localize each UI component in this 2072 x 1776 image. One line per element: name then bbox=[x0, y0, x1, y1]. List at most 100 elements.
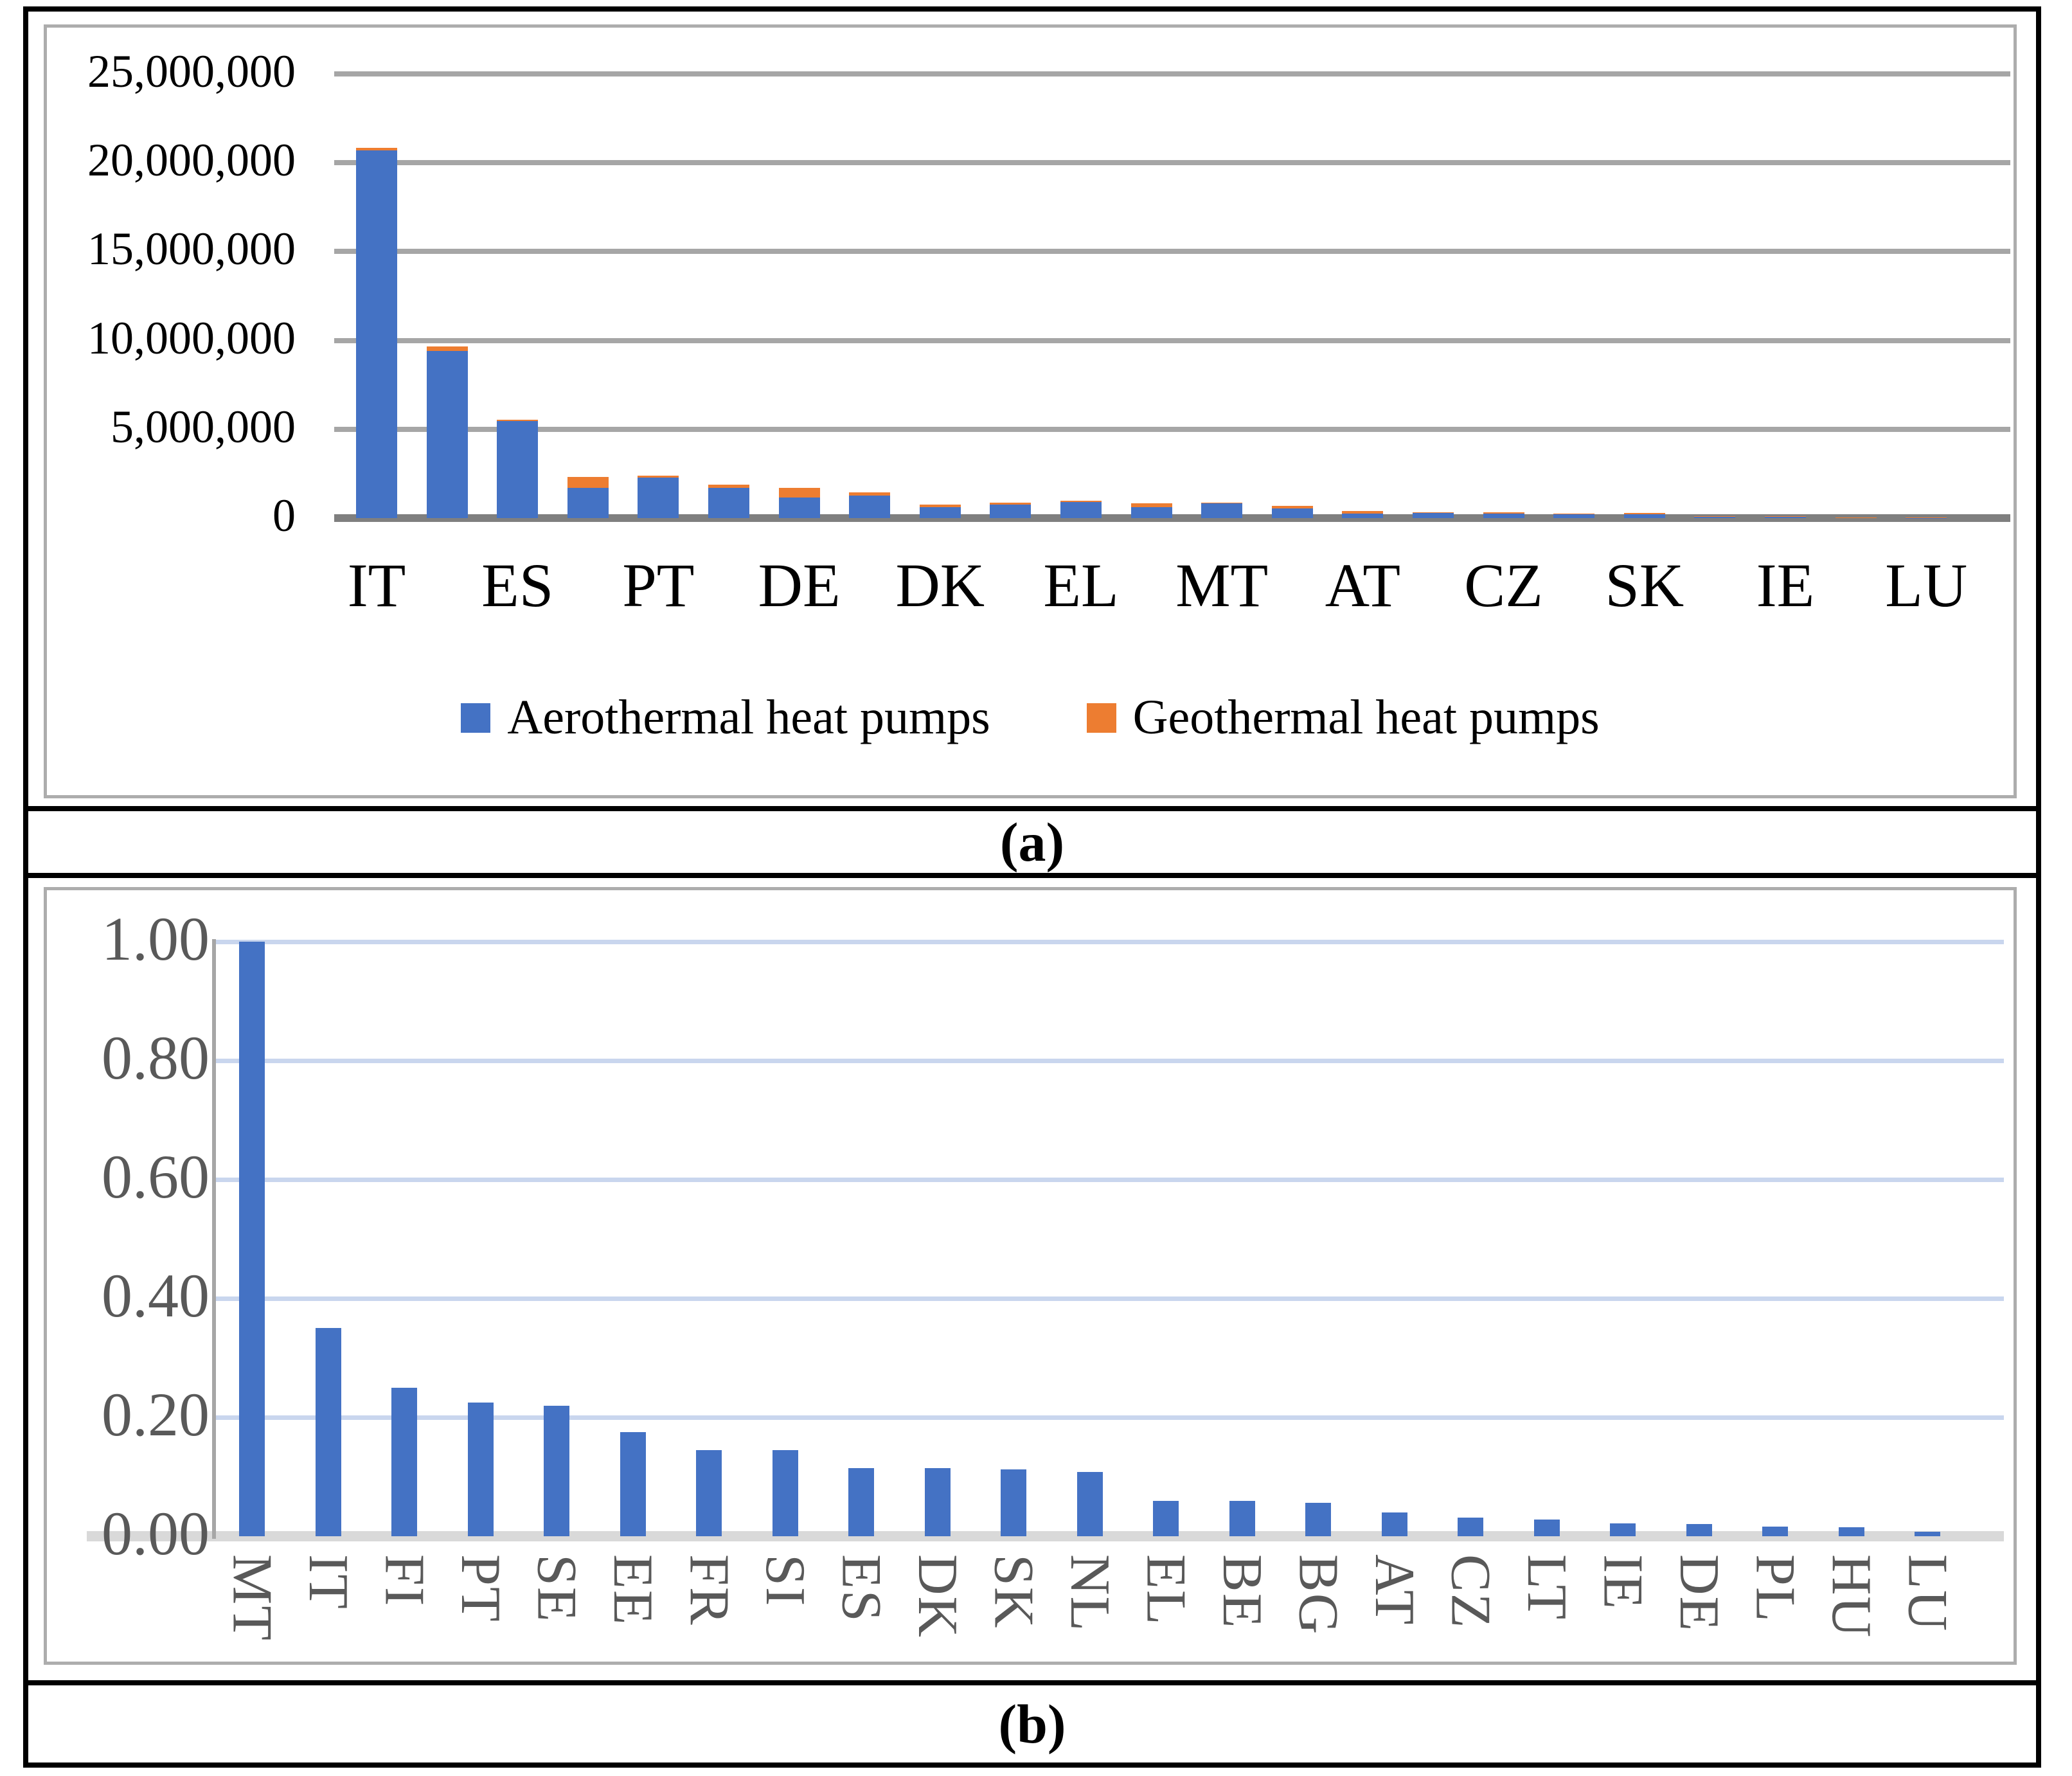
y-tick-label: 15,000,000 bbox=[87, 223, 296, 275]
x-category-label-text: SE bbox=[525, 1554, 588, 1623]
bar bbox=[1153, 1500, 1179, 1536]
bar bbox=[696, 1449, 722, 1536]
x-category-label-text: MT bbox=[220, 1554, 283, 1642]
x-category-label: FI bbox=[366, 1554, 443, 1607]
x-category-label-text: ES bbox=[830, 1554, 893, 1623]
x-category-label-text: DK bbox=[906, 1554, 969, 1639]
x-category-label: DK bbox=[899, 1554, 976, 1638]
y-tick-label: 5,000,000 bbox=[111, 400, 296, 453]
caption-row-b: (b) bbox=[28, 1680, 2036, 1763]
gridline bbox=[334, 71, 2010, 76]
chart-a-legend: Aerothermal heat pumps Geothermal heat p… bbox=[47, 690, 2014, 746]
x-category-label: AT bbox=[1325, 551, 1401, 620]
y-tick-label: 1.00 bbox=[102, 904, 210, 974]
x-category-label: IT bbox=[347, 551, 406, 620]
gridline bbox=[212, 1296, 2004, 1301]
x-category-label-text: IE bbox=[1591, 1554, 1654, 1611]
x-category-label: MT bbox=[213, 1554, 290, 1642]
bar bbox=[1838, 1527, 1864, 1536]
bar-segment-geothermal bbox=[1060, 500, 1102, 503]
bar bbox=[1610, 1523, 1636, 1536]
bar bbox=[1915, 1531, 1940, 1536]
figure-frame: Aerothermal heat pumps Geothermal heat p… bbox=[23, 6, 2041, 1768]
bar-segment-aerothermal bbox=[567, 488, 609, 518]
bar-segment-aerothermal bbox=[1130, 507, 1172, 518]
gridline bbox=[212, 1058, 2004, 1063]
x-category-label-text: LT bbox=[1515, 1554, 1578, 1621]
bar-segment-aerothermal bbox=[1765, 517, 1806, 518]
x-category-label-text: IT bbox=[297, 1554, 359, 1611]
x-category-label: SK bbox=[975, 1554, 1052, 1629]
gridline bbox=[212, 939, 2004, 944]
bar-segment-aerothermal bbox=[426, 351, 468, 518]
x-category-label-text: PT bbox=[449, 1554, 512, 1623]
x-category-label: PT bbox=[622, 551, 695, 620]
y-tick-label: 0 bbox=[272, 490, 296, 542]
x-category-label: EL bbox=[1043, 551, 1119, 620]
gridline bbox=[334, 160, 2010, 166]
bar-segment-aerothermal bbox=[1694, 517, 1736, 518]
x-category-label-text: PL bbox=[1744, 1554, 1807, 1623]
x-category-label: FR bbox=[670, 1554, 747, 1626]
x-category-label: PT bbox=[442, 1554, 519, 1623]
bar-segment-geothermal bbox=[426, 346, 468, 352]
y-tick-label: 10,000,000 bbox=[87, 312, 296, 364]
x-category-label: SI bbox=[747, 1554, 824, 1607]
x-category-label: BE bbox=[1204, 1554, 1281, 1629]
legend-item-aerothermal: Aerothermal heat pumps bbox=[461, 690, 990, 746]
bar bbox=[1305, 1503, 1331, 1536]
bar-segment-geothermal bbox=[1694, 516, 1736, 517]
bar-segment-geothermal bbox=[497, 419, 539, 422]
y-tick-label: 0.60 bbox=[102, 1142, 210, 1212]
bar bbox=[1229, 1501, 1255, 1536]
y-tick-label: 0.20 bbox=[102, 1380, 210, 1449]
bar-segment-geothermal bbox=[1765, 516, 1806, 517]
x-category-label: BG bbox=[1280, 1554, 1357, 1635]
y-tick-label: 0.00 bbox=[102, 1499, 210, 1568]
x-category-label-text: FR bbox=[677, 1554, 740, 1626]
x-category-label: AT bbox=[1356, 1554, 1433, 1626]
bar-segment-geothermal bbox=[1483, 512, 1524, 514]
bar bbox=[1533, 1520, 1560, 1536]
chart-b-normalized-heat-pumps: 0.00 0.20 0.40 0.60 0.80 1.00 MT IT FI PT SE EE FR SI… bbox=[44, 887, 2017, 1665]
bar-segment-aerothermal bbox=[1342, 514, 1384, 518]
x-category-label-text: DE bbox=[1668, 1554, 1730, 1633]
gridline bbox=[212, 1177, 2004, 1182]
bar-segment-aerothermal bbox=[1271, 508, 1313, 518]
bar-segment-geothermal bbox=[919, 504, 961, 507]
geothermal-legend-label: Geothermal heat pumps bbox=[1132, 690, 1600, 744]
bar-segment-aerothermal bbox=[497, 421, 539, 518]
bar-segment-geothermal bbox=[778, 488, 820, 498]
legend-item-geothermal: Geothermal heat pumps bbox=[1086, 690, 1600, 746]
bar bbox=[848, 1467, 874, 1536]
bar-segment-geothermal bbox=[356, 147, 397, 150]
bar-segment-aerothermal bbox=[1835, 517, 1877, 518]
y-axis-line bbox=[212, 939, 216, 1539]
bar bbox=[620, 1432, 646, 1536]
bar-segment-geothermal bbox=[849, 492, 891, 496]
bar-segment-aerothermal bbox=[990, 504, 1032, 518]
panel-b: 0.00 0.20 0.40 0.60 0.80 1.00 MT IT FI PT SE EE FR SI… bbox=[28, 873, 2036, 1680]
x-category-label-text: FI bbox=[373, 1554, 436, 1608]
bar-segment-geothermal bbox=[1342, 511, 1384, 514]
caption-row-a: (a) bbox=[28, 806, 2036, 873]
x-category-label: LU bbox=[1889, 1554, 1966, 1632]
x-category-label-text: SK bbox=[982, 1554, 1045, 1629]
x-category-label: SE bbox=[518, 1554, 595, 1623]
geothermal-legend-swatch bbox=[1086, 703, 1116, 733]
x-category-label: DE bbox=[1661, 1554, 1738, 1632]
bar-segment-aerothermal bbox=[1201, 503, 1243, 518]
bar-segment-aerothermal bbox=[1060, 502, 1102, 518]
bar-segment-aerothermal bbox=[1553, 514, 1595, 518]
bar-segment-aerothermal bbox=[1623, 514, 1665, 518]
gridline bbox=[334, 249, 2010, 255]
bar bbox=[1001, 1469, 1026, 1536]
bar-segment-geothermal bbox=[567, 476, 609, 488]
bar-segment-aerothermal bbox=[638, 477, 679, 518]
y-tick-label: 0.40 bbox=[102, 1261, 210, 1331]
bar-segment-geothermal bbox=[1271, 505, 1313, 508]
aerothermal-legend-label: Aerothermal heat pumps bbox=[507, 690, 990, 744]
x-category-label-text: BG bbox=[1287, 1554, 1350, 1636]
bar-segment-aerothermal bbox=[708, 488, 749, 518]
x-category-label: IT bbox=[290, 1554, 367, 1610]
